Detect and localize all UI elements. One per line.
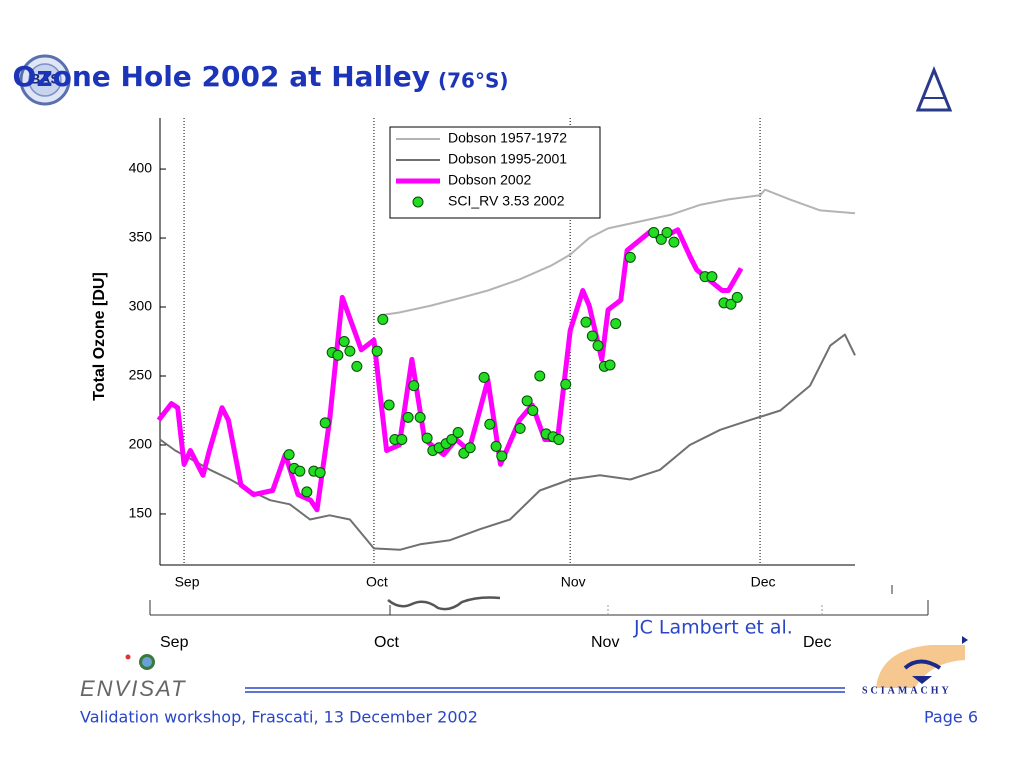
data-point [668,236,680,248]
y-tick-label: 400 [129,160,153,176]
credit: JC Lambert et al. [633,617,793,639]
data-point [452,427,464,439]
data-point [402,411,414,423]
data-point [534,370,546,382]
data-point [496,450,508,462]
data-point [514,422,526,434]
y-tick-label: 300 [129,298,153,314]
y-tick-label: 150 [129,505,153,521]
data-point [294,465,306,477]
logo-text: BAS [30,71,60,87]
data-point [580,316,592,328]
y-axis-label: Total Ozone [DU] [91,272,108,401]
x-tick-label: Nov [561,574,586,590]
data-point [351,360,363,372]
data-point [527,404,539,416]
x-tick-label: Dec [751,574,776,590]
overlay-axis: Sep Oct Nov Dec [149,585,929,651]
data-point [648,227,660,239]
data-point [338,336,350,347]
data-point [377,313,389,325]
data-point [464,442,476,454]
legend-box [389,126,601,219]
data-point [421,432,433,444]
plot: Sep Oct Nov Dec 150 200 250 300 350 400 Total Ozon… [91,118,856,590]
series-line [380,188,856,317]
data-point [725,298,737,310]
x-tick-label: Sep [175,574,200,590]
data-point [553,433,565,445]
data-point [314,467,326,479]
data-point [490,440,502,452]
slide-title: Ozone Hole 2002 at Halley [13,60,430,93]
y-tick-label: 200 [129,436,153,452]
overlay-tick-label: Nov [591,634,619,651]
legend-label: Dobson 1957-1972 [448,130,567,146]
mission: ENVISAT [80,676,187,701]
overlay-tick-label: Dec [803,634,831,651]
legend-marker [412,196,424,208]
data-point [586,330,598,342]
y-tick-label: 250 [129,367,153,383]
data-point [706,271,718,283]
data-point [484,418,496,430]
data-point [604,359,616,371]
data-point [446,433,458,445]
data-point [408,380,420,392]
data-point [319,417,331,429]
legend-label: Dobson 1995-2001 [448,151,567,167]
bas-logo: BAS [19,54,71,106]
data-point [731,291,743,303]
data-point [301,486,313,498]
data-point [610,318,622,330]
data-point [560,378,572,390]
instrument: SCIAMACHY [862,685,952,696]
data-point [478,371,490,383]
page-number: Page 6 [924,708,978,727]
legend-label: Dobson 2002 [448,172,532,188]
data-point [592,340,604,352]
overlay-tick-label: Sep [160,634,189,651]
legend-label: SCI_RV 3.53 2002 [448,193,565,209]
data-point [396,433,408,445]
legend: Dobson 1957-1972 Dobson 1995-2001 Dobson 2… [389,126,601,219]
data-point [521,395,533,407]
data-point [283,449,295,461]
esa-logo [915,65,953,112]
data-point [414,411,426,423]
footer-decoration [125,636,968,693]
data-point [661,227,673,239]
y-tick-label: 350 [129,229,153,245]
data-point [371,345,383,357]
data-point [624,251,636,263]
data-point [332,349,344,361]
data-point [344,345,356,357]
overlay-tick-label: Oct [374,634,399,651]
x-tick-label: Oct [366,574,388,590]
title-suffix: (76°S) [438,69,509,93]
data-point [383,399,395,411]
footer-text: Validation workshop, Frascati, 13 Decemb… [80,708,478,727]
